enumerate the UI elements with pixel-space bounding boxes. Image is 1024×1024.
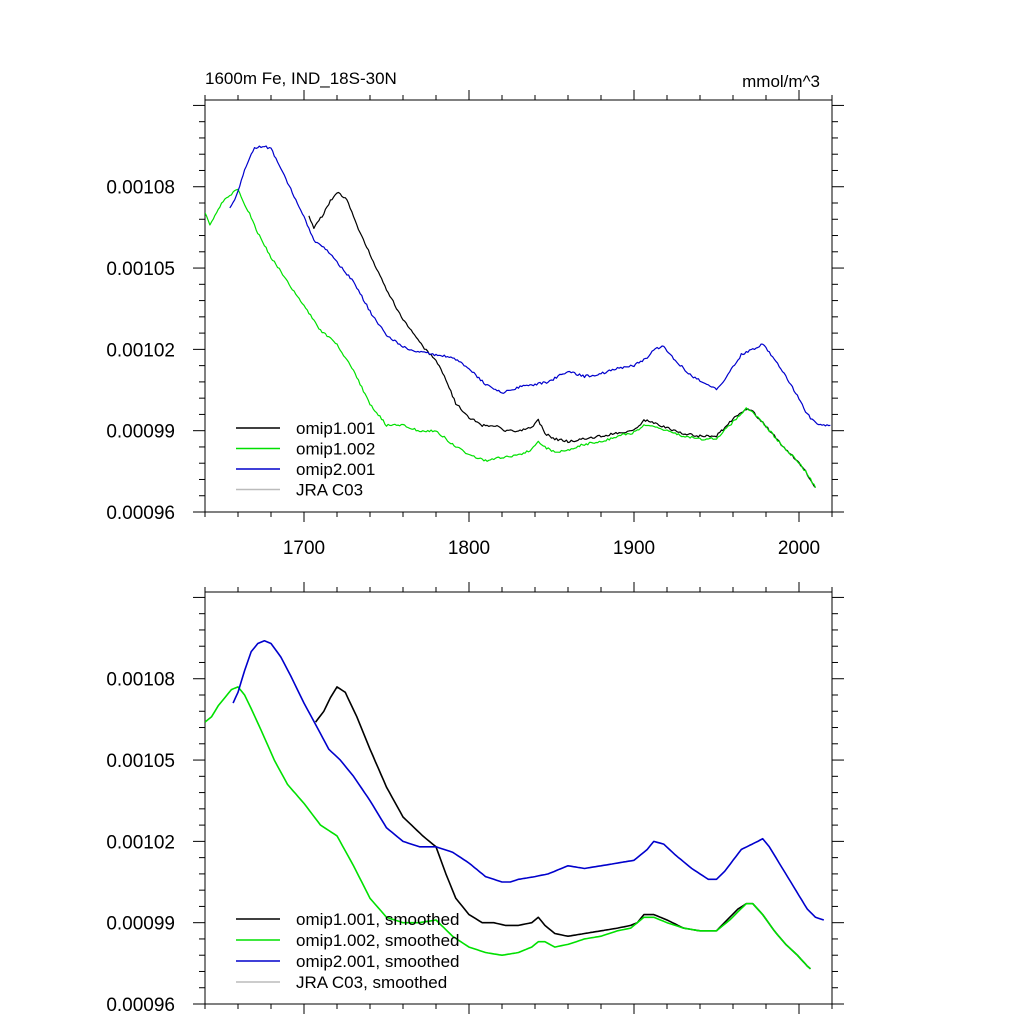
y-tick-label: 0.00102 bbox=[106, 832, 175, 853]
y-tick-label: 0.00099 bbox=[106, 422, 175, 443]
y-tick-label: 0.00099 bbox=[106, 914, 175, 935]
legend-label: omip1.001 bbox=[296, 419, 375, 438]
legend-label: JRA C03, smoothed bbox=[296, 973, 447, 992]
y-tick-label: 0.00096 bbox=[106, 995, 175, 1016]
legend-label: omip1.001, smoothed bbox=[296, 910, 460, 929]
y-tick-label: 0.00096 bbox=[106, 503, 175, 524]
series-line-omip1-002-smoothed bbox=[205, 686, 812, 970]
x-tick-label: 1700 bbox=[283, 538, 325, 559]
legend-label: omip2.001, smoothed bbox=[296, 952, 460, 971]
plot-frame bbox=[204, 591, 833, 1005]
chart-title: 1600m Fe, IND_18S-30N bbox=[205, 69, 397, 88]
chart-panel-2: 0.00096 0.00099 0.00102 0.00105 0.00108 omip1… bbox=[106, 582, 844, 1016]
x-tick-label: 1900 bbox=[613, 538, 655, 559]
legend-label: omip2.001 bbox=[296, 460, 375, 479]
y-tick-label: 0.00108 bbox=[106, 670, 175, 691]
y-tick-label: 0.00108 bbox=[106, 178, 175, 199]
units-label: mmol/m^3 bbox=[742, 72, 820, 91]
x-tick-label: 1800 bbox=[448, 538, 490, 559]
series-line-omip1-001 bbox=[308, 191, 816, 489]
y-tick-label: 0.00105 bbox=[106, 259, 175, 280]
series-line-omip2-001-smoothed bbox=[232, 639, 825, 921]
legend-label: omip1.002 bbox=[296, 440, 375, 459]
chart-panel-1: 1600m Fe, IND_18S-30N mmol/m^3 1700 1800 190… bbox=[106, 69, 844, 559]
series-line-omip1-001-smoothed bbox=[314, 686, 812, 970]
x-tick-label: 2000 bbox=[778, 538, 820, 559]
series-line-omip2-001 bbox=[229, 145, 831, 427]
plot-frame bbox=[204, 99, 833, 513]
y-tick-label: 0.00105 bbox=[106, 751, 175, 772]
y-tick-label: 0.00102 bbox=[106, 340, 175, 361]
legend-label: omip1.002, smoothed bbox=[296, 931, 460, 950]
series-line-omip1-002 bbox=[205, 188, 817, 488]
legend-label: JRA C03 bbox=[296, 481, 363, 500]
